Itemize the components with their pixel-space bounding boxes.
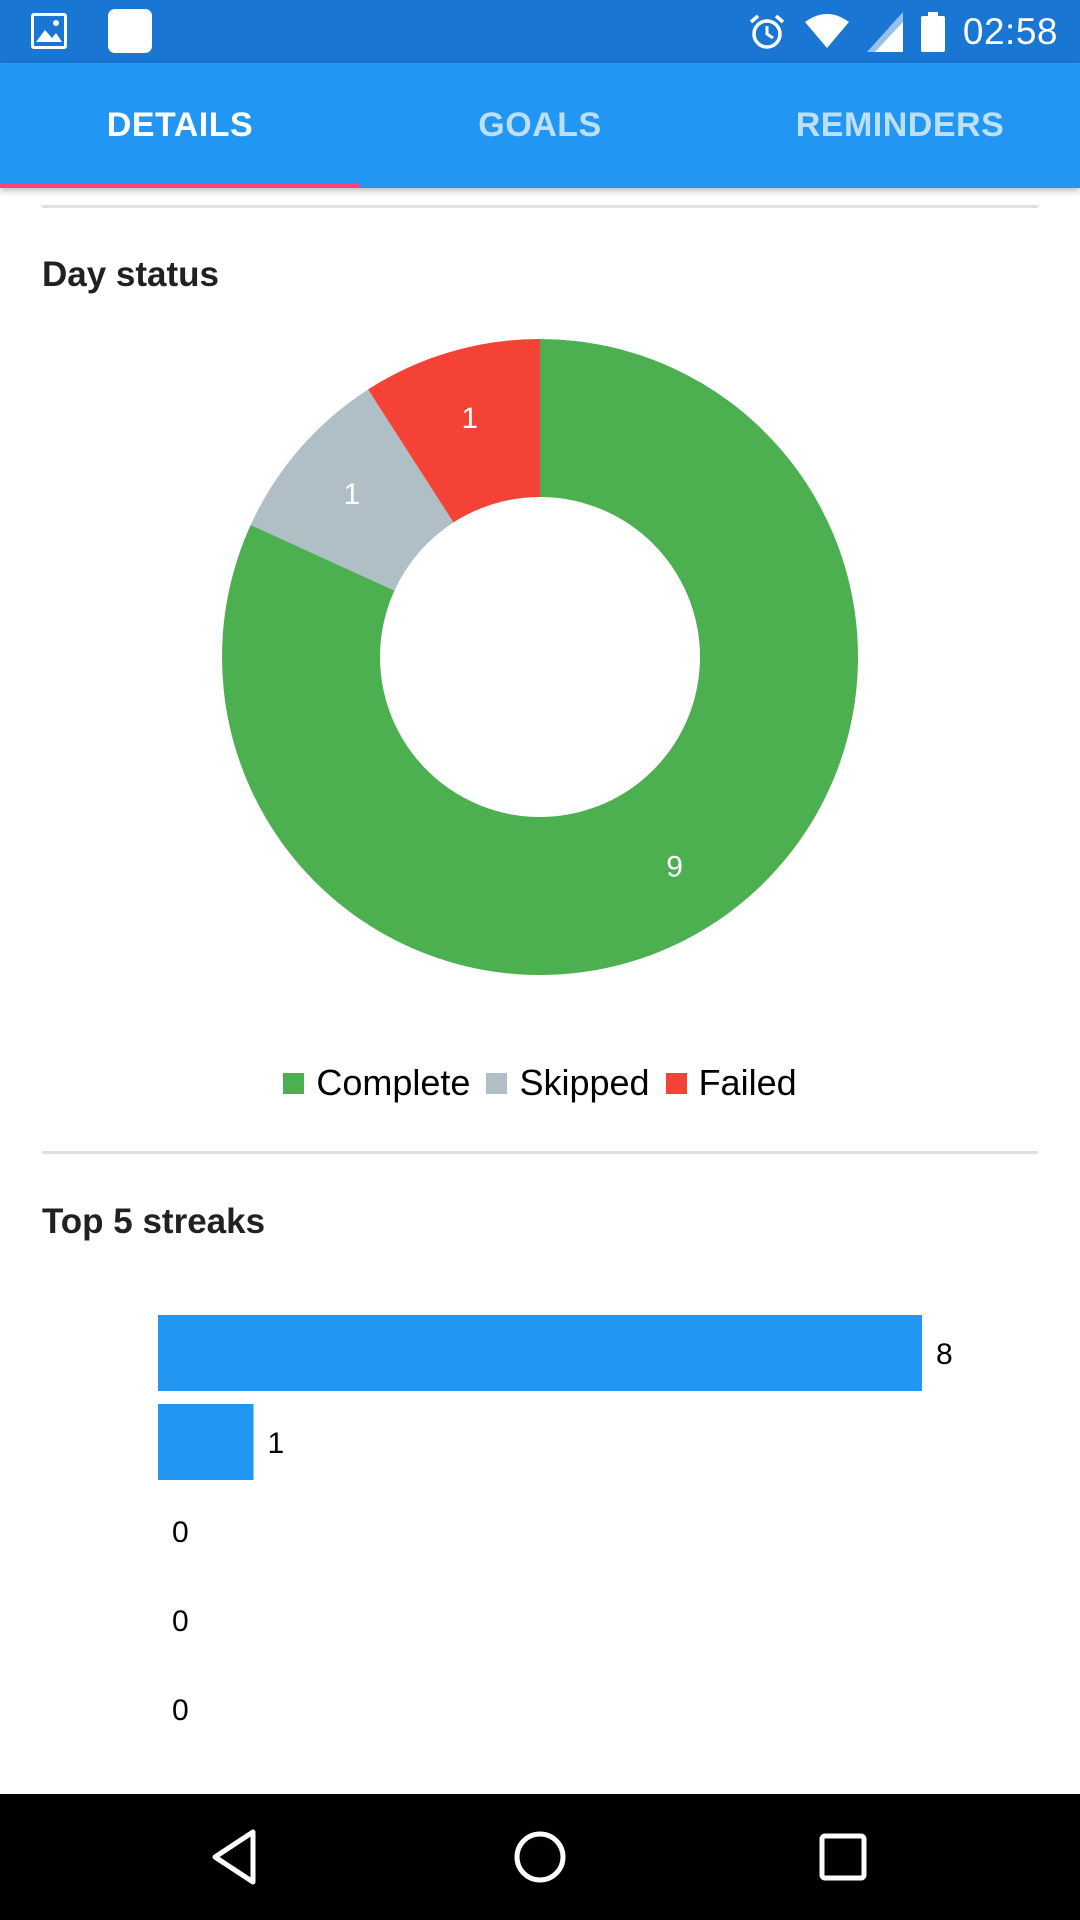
streak-value-2: 1: [268, 1427, 285, 1460]
day-status-legend: Complete Skipped Failed: [0, 1062, 1080, 1104]
tab-reminders-label: REMINDERS: [795, 106, 1005, 144]
image-notification-icon: [31, 13, 67, 49]
tab-reminders[interactable]: REMINDERS: [720, 63, 1080, 188]
legend-item-skipped: Skipped: [486, 1062, 650, 1104]
donut-slice-failed: [368, 339, 540, 523]
tab-indicator: [0, 183, 360, 188]
day-status-title: Day status: [42, 255, 220, 294]
streak-value-1: 8: [936, 1338, 953, 1371]
tab-details-label: DETAILS: [106, 106, 254, 144]
tab-bar: DETAILS GOALS REMINDERS: [0, 63, 1080, 188]
wifi-icon: [804, 14, 849, 48]
alarm-icon: [749, 14, 785, 49]
home-button[interactable]: [507, 1824, 573, 1890]
top-streaks-chart: 8 1 0 0 0: [0, 1300, 1080, 1760]
donut-label-skipped: 1: [343, 478, 360, 511]
back-button[interactable]: [203, 1824, 269, 1890]
status-bar: 02:58: [0, 0, 1080, 63]
donut-label-failed: 1: [462, 402, 479, 435]
legend-item-failed: Failed: [665, 1062, 797, 1104]
legend-item-complete: Complete: [283, 1062, 470, 1104]
donut-slice-skipped: [250, 389, 454, 591]
streak-value-3: 0: [172, 1516, 189, 1549]
legend-label-skipped: Skipped: [519, 1062, 650, 1103]
tab-details[interactable]: DETAILS: [0, 63, 360, 188]
app-notification-icon: [108, 9, 152, 53]
donut-slice-complete: [221, 339, 858, 975]
recents-button[interactable]: [810, 1824, 876, 1890]
clock-time: 02:58: [962, 11, 1058, 52]
tab-goals[interactable]: GOALS: [360, 63, 720, 188]
cell-signal-icon: [866, 12, 903, 52]
battery-icon: [920, 12, 945, 52]
legend-swatch-complete: [283, 1072, 305, 1094]
legend-label-failed: Failed: [698, 1062, 797, 1103]
streak-value-4: 0: [172, 1605, 189, 1638]
streak-bar-2: [158, 1404, 254, 1480]
day-status-chart: 9 1 1: [0, 320, 1080, 1000]
middle-divider: [42, 1151, 1038, 1154]
top-divider: [42, 205, 1038, 208]
donut-label-complete: 9: [666, 850, 683, 883]
tab-goals-label: GOALS: [478, 106, 602, 144]
legend-label-complete: Complete: [316, 1062, 471, 1103]
streak-value-5: 0: [172, 1694, 189, 1727]
top-streaks-title: Top 5 streaks: [42, 1202, 266, 1241]
navigation-bar: [0, 1794, 1080, 1920]
legend-swatch-failed: [665, 1072, 687, 1094]
legend-swatch-skipped: [486, 1072, 508, 1094]
streak-bar-1: [158, 1315, 922, 1391]
